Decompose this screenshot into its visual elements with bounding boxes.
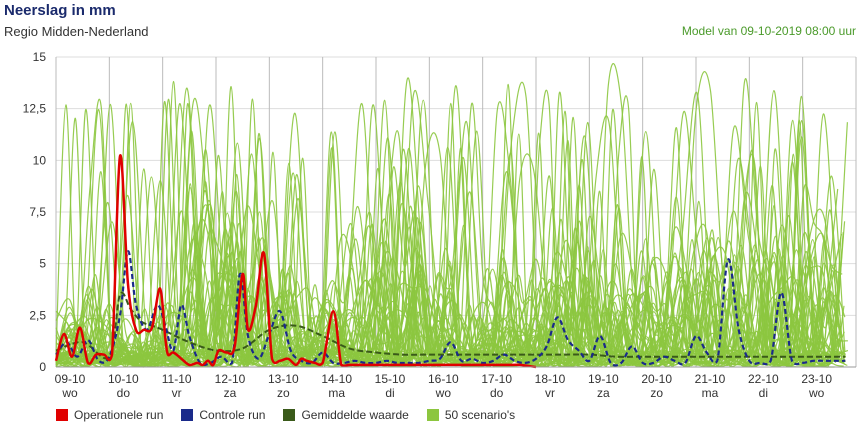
scenario-line	[55, 98, 846, 368]
legend-item-control[interactable]: Controle run	[181, 408, 265, 422]
x-tick-date: 12-10	[215, 372, 246, 386]
operational-run-line	[54, 154, 537, 369]
x-tick-day: zo	[650, 386, 663, 400]
x-tick-day: za	[224, 386, 237, 400]
legend-label-operational: Operationele run	[74, 408, 164, 422]
x-tick-date: 11-10	[162, 372, 192, 386]
chart-title: Neerslag in mm	[4, 2, 116, 19]
x-tick-day: vr	[545, 386, 555, 400]
scenario-line	[55, 130, 844, 368]
x-tick-date: 22-10	[748, 372, 779, 386]
control-run-line	[55, 250, 846, 367]
x-tick-date: 16-10	[428, 372, 459, 386]
x-tick-day: ma	[702, 386, 719, 400]
legend-item-scenarios[interactable]: 50 scenario's	[426, 408, 516, 422]
y-tick-label: 10	[33, 153, 47, 167]
legend-swatch-scenarios	[426, 409, 439, 421]
x-tick-date: 23-10	[801, 372, 832, 386]
y-tick-label: 15	[33, 50, 47, 64]
legend-label-control: Controle run	[199, 408, 266, 422]
x-tick-date: 13-10	[268, 372, 299, 386]
x-tick-day: di	[759, 386, 768, 400]
legend-swatch-mean	[283, 409, 296, 421]
y-tick-label: 2,5	[29, 308, 46, 322]
legend-swatch-control	[181, 409, 194, 421]
x-tick-date: 20-10	[641, 372, 672, 386]
legend-item-operational[interactable]: Operationele run	[56, 408, 163, 422]
x-tick-date: 14-10	[321, 372, 352, 386]
legend-item-mean[interactable]: Gemiddelde waarde	[283, 408, 409, 422]
chart-subtitle: Regio Midden-Nederland	[4, 24, 149, 39]
x-tick-day: zo	[277, 386, 290, 400]
scenario-line	[55, 119, 848, 368]
x-tick-date: 21-10	[695, 372, 726, 386]
x-tick-date: 19-10	[588, 372, 619, 386]
model-timestamp: Model van 09-10-2019 08:00 uur	[681, 24, 856, 38]
chart-legend: Operationele run Controle run Gemiddelde…	[56, 408, 515, 422]
x-tick-day: do	[490, 386, 504, 400]
x-tick-date: 17-10	[481, 372, 512, 386]
x-tick-date: 10-10	[108, 372, 139, 386]
legend-label-scenarios: 50 scenario's	[444, 408, 516, 422]
x-tick-date: 09-10	[55, 372, 86, 386]
x-tick-day: do	[117, 386, 131, 400]
x-tick-day: vr	[172, 386, 182, 400]
scenario-line	[55, 103, 846, 368]
x-tick-date: 18-10	[535, 372, 566, 386]
x-tick-day: wo	[435, 386, 452, 400]
scenario-line	[55, 103, 843, 368]
y-tick-label: 12,5	[23, 102, 47, 116]
x-tick-date: 15-10	[375, 372, 406, 386]
scenario-line	[55, 233, 837, 368]
scenario-line	[55, 63, 846, 368]
x-tick-day: ma	[328, 386, 345, 400]
legend-swatch-operational	[56, 409, 68, 421]
x-tick-day: wo	[61, 386, 78, 400]
x-tick-day: wo	[808, 386, 825, 400]
x-tick-day: za	[597, 386, 610, 400]
y-tick-label: 0	[39, 360, 46, 374]
x-tick-day: di	[385, 386, 394, 400]
legend-label-mean: Gemiddelde waarde	[301, 408, 409, 422]
y-tick-label: 7,5	[29, 205, 46, 219]
mean-line	[55, 291, 846, 360]
y-tick-label: 5	[39, 257, 46, 271]
